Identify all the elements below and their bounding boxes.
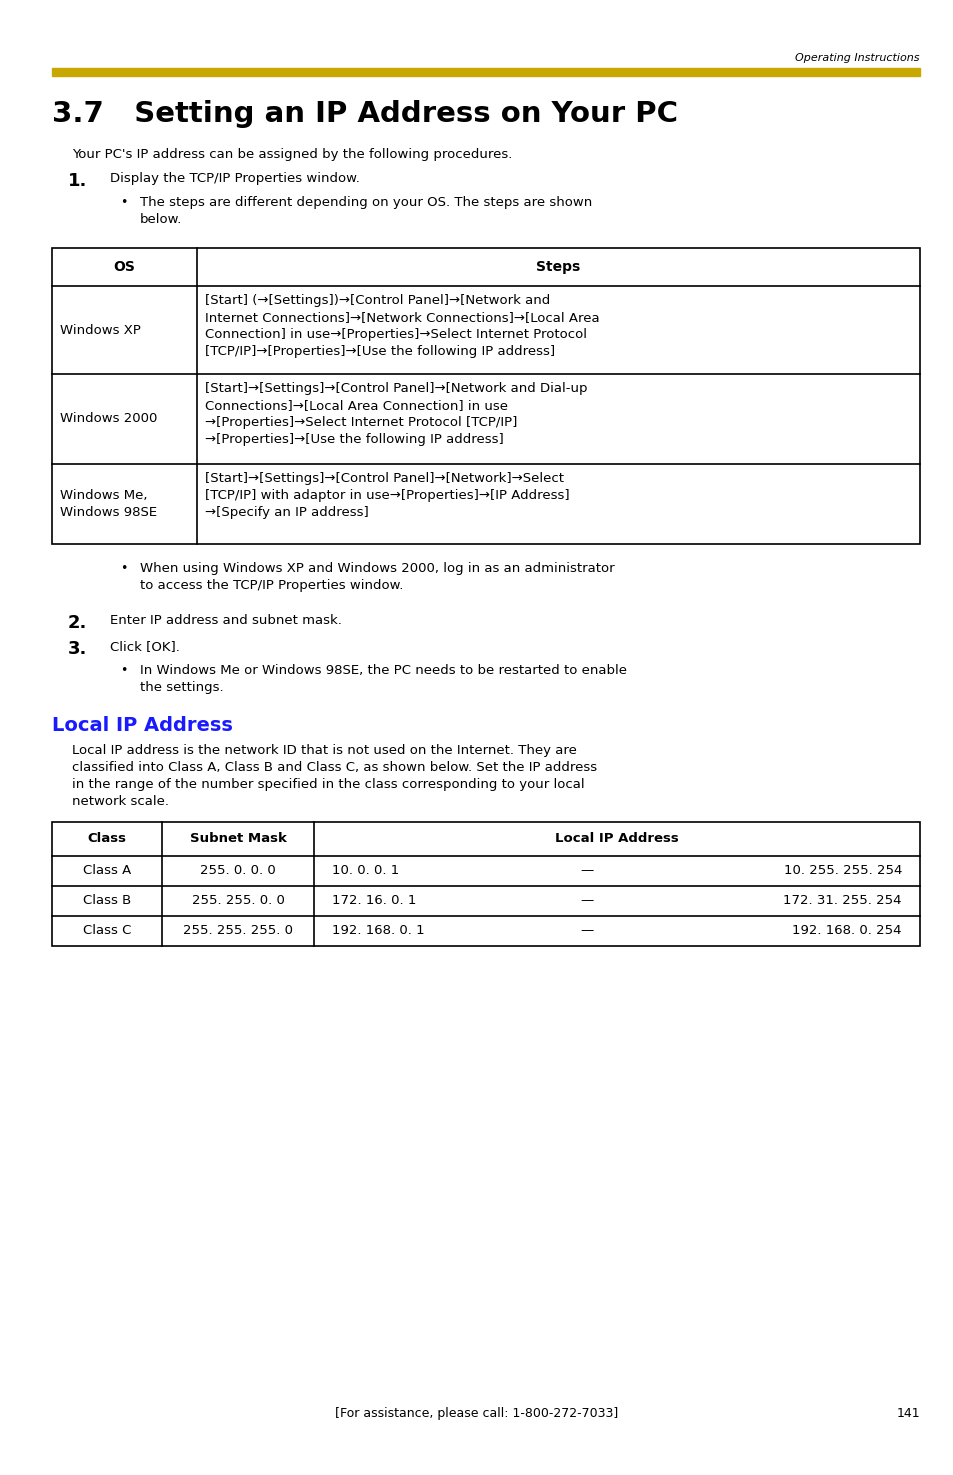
Bar — [52, 822, 919, 945]
Text: 255. 255. 255. 0: 255. 255. 255. 0 — [183, 925, 293, 938]
Text: Your PC's IP address can be assigned by the following procedures.: Your PC's IP address can be assigned by … — [71, 148, 512, 161]
Text: 172. 31. 255. 254: 172. 31. 255. 254 — [782, 894, 901, 907]
Text: •: • — [120, 196, 128, 209]
Text: Class: Class — [88, 832, 127, 845]
Text: Windows XP: Windows XP — [60, 323, 141, 336]
Text: 172. 16. 0. 1: 172. 16. 0. 1 — [332, 894, 416, 907]
Text: [Start]→[Settings]→[Control Panel]→[Network]→Select
[TCP/IP] with adaptor in use: [Start]→[Settings]→[Control Panel]→[Netw… — [205, 472, 569, 519]
Text: Click [OK].: Click [OK]. — [110, 640, 180, 653]
Bar — [52, 68, 919, 77]
Text: Class B: Class B — [83, 894, 131, 907]
Text: [Start]→[Settings]→[Control Panel]→[Network and Dial-up
Connections]→[Local Area: [Start]→[Settings]→[Control Panel]→[Netw… — [205, 382, 587, 445]
Text: Windows 2000: Windows 2000 — [60, 413, 157, 425]
Text: 255. 0. 0. 0: 255. 0. 0. 0 — [200, 864, 275, 878]
Text: Local IP Address: Local IP Address — [555, 832, 679, 845]
Text: 3.: 3. — [68, 640, 88, 658]
Text: Windows Me,
Windows 98SE: Windows Me, Windows 98SE — [60, 490, 157, 519]
Text: —: — — [579, 864, 593, 878]
Text: The steps are different depending on your OS. The steps are shown
below.: The steps are different depending on you… — [140, 196, 592, 226]
Text: •: • — [120, 664, 128, 677]
Text: Local IP address is the network ID that is not used on the Internet. They are
cl: Local IP address is the network ID that … — [71, 743, 597, 808]
Text: In Windows Me or Windows 98SE, the PC needs to be restarted to enable
the settin: In Windows Me or Windows 98SE, the PC ne… — [140, 664, 626, 695]
Text: When using Windows XP and Windows 2000, log in as an administrator
to access the: When using Windows XP and Windows 2000, … — [140, 562, 614, 591]
Text: Subnet Mask: Subnet Mask — [190, 832, 286, 845]
Bar — [52, 248, 919, 544]
Text: [For assistance, please call: 1-800-272-7033]: [For assistance, please call: 1-800-272-… — [335, 1407, 618, 1420]
Text: 192. 168. 0. 254: 192. 168. 0. 254 — [792, 925, 901, 938]
Text: Enter IP address and subnet mask.: Enter IP address and subnet mask. — [110, 614, 341, 627]
Text: [Start] (→[Settings])→[Control Panel]→[Network and
Internet Connections]→[Networ: [Start] (→[Settings])→[Control Panel]→[N… — [205, 294, 599, 358]
Text: 141: 141 — [896, 1407, 919, 1420]
Text: 2.: 2. — [68, 614, 88, 631]
Text: Local IP Address: Local IP Address — [52, 715, 233, 735]
Text: 255. 255. 0. 0: 255. 255. 0. 0 — [192, 894, 284, 907]
Text: Class A: Class A — [83, 864, 131, 878]
Text: —: — — [579, 894, 593, 907]
Text: Operating Instructions: Operating Instructions — [795, 53, 919, 63]
Text: —: — — [579, 925, 593, 938]
Text: OS: OS — [113, 260, 135, 274]
Text: Steps: Steps — [536, 260, 580, 274]
Text: Display the TCP/IP Properties window.: Display the TCP/IP Properties window. — [110, 173, 359, 184]
Text: 192. 168. 0. 1: 192. 168. 0. 1 — [332, 925, 424, 938]
Text: Class C: Class C — [83, 925, 132, 938]
Text: 1.: 1. — [68, 173, 88, 190]
Text: •: • — [120, 562, 128, 575]
Text: 10. 0. 0. 1: 10. 0. 0. 1 — [332, 864, 399, 878]
Text: 10. 255. 255. 254: 10. 255. 255. 254 — [782, 864, 901, 878]
Text: 3.7   Setting an IP Address on Your PC: 3.7 Setting an IP Address on Your PC — [52, 100, 678, 128]
